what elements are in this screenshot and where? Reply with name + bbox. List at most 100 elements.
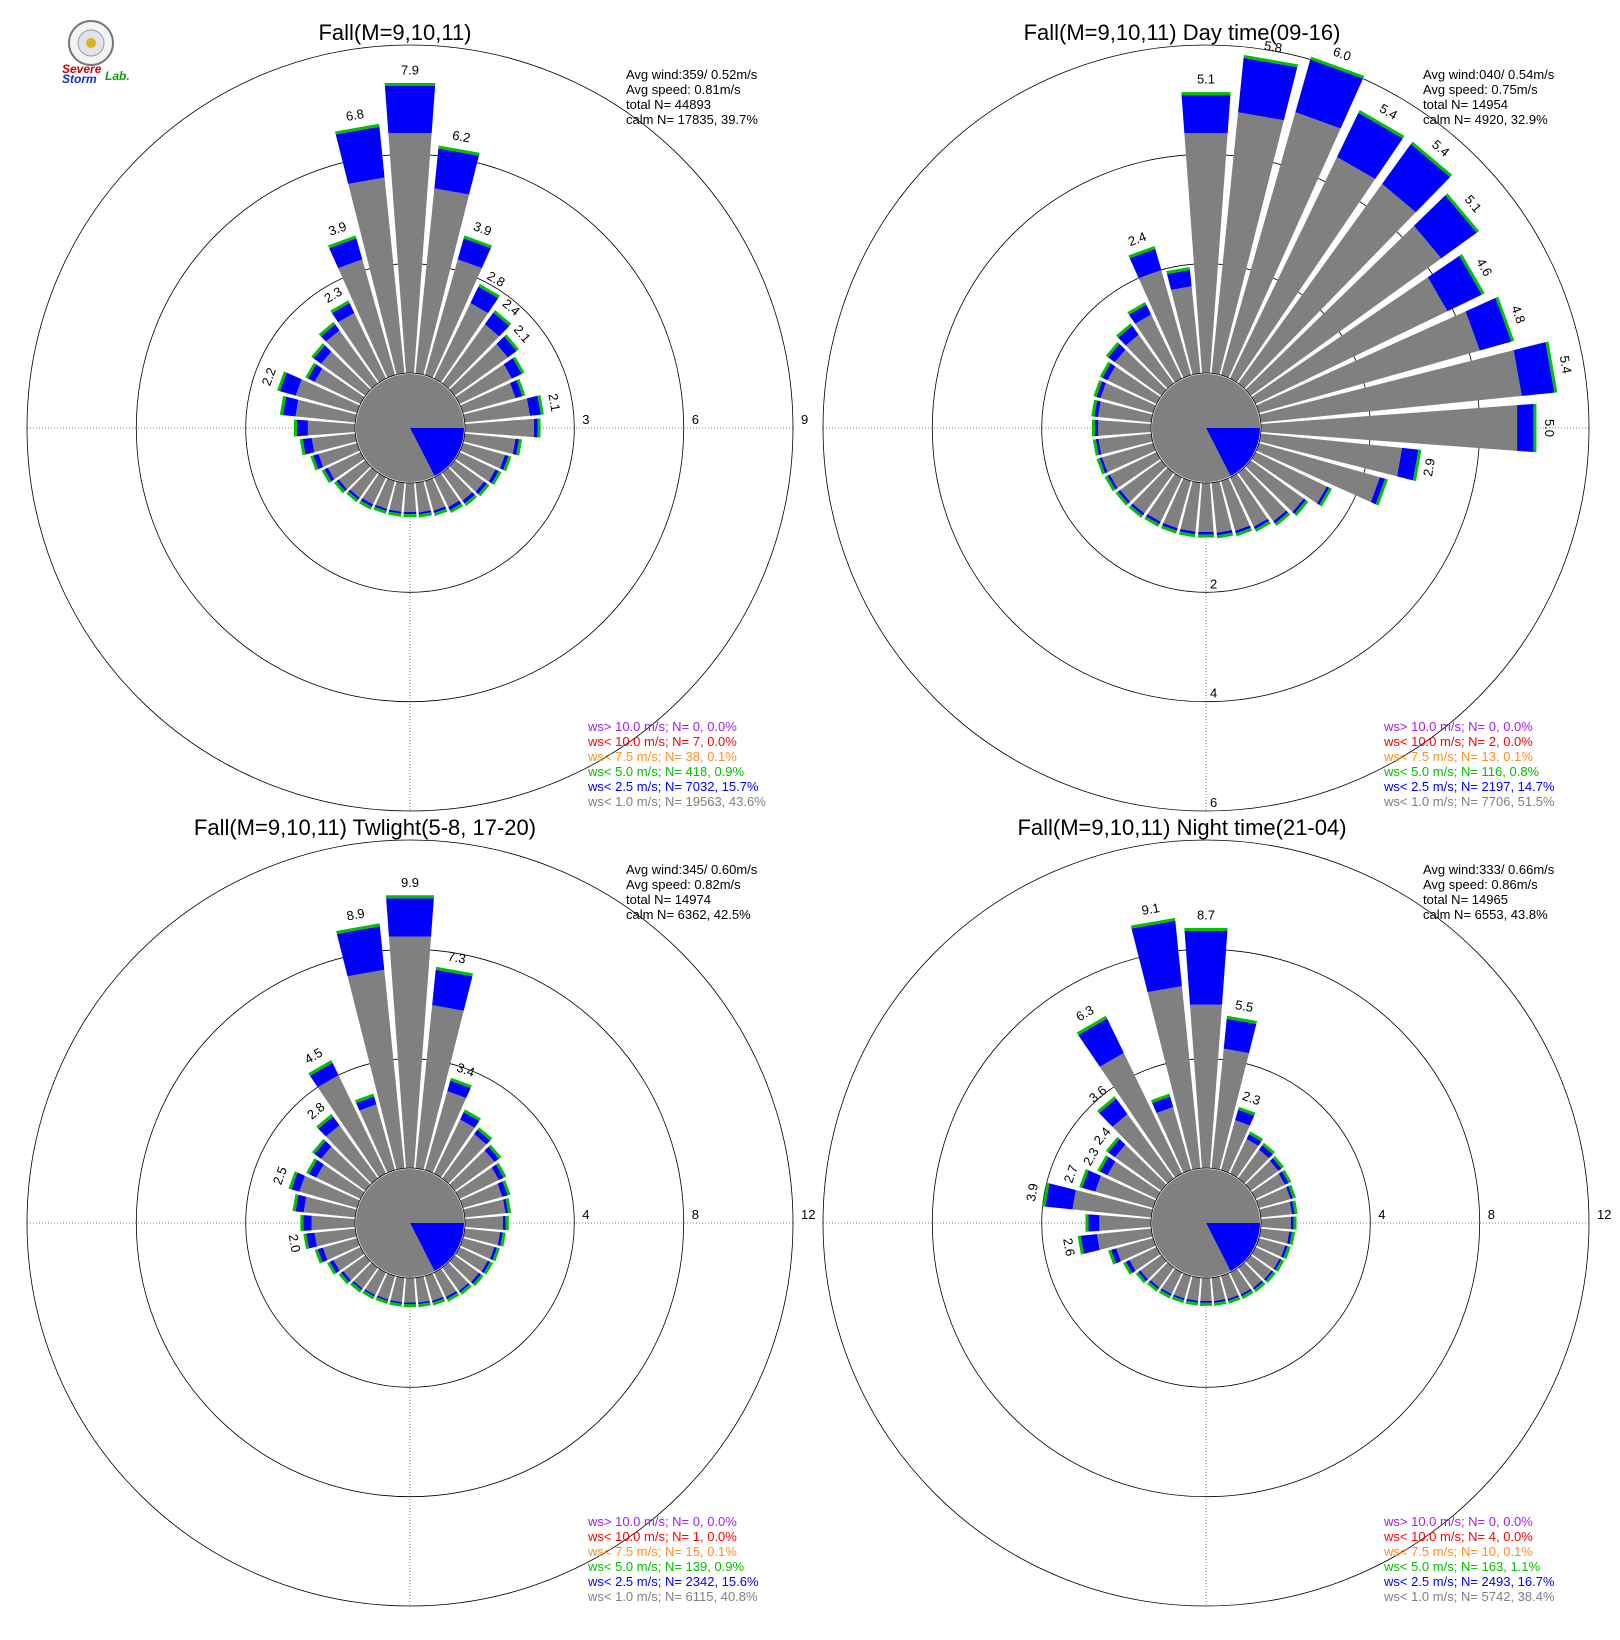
ring-tick-label: 9 [801, 412, 808, 427]
sector-bar-green [1289, 1231, 1295, 1245]
sector-bar-gray [316, 1164, 365, 1200]
sector-bar-gray [1098, 433, 1153, 455]
sector-bar-green [537, 418, 541, 438]
sector-bar-gray [1211, 112, 1284, 375]
legend-entry: ws< 7.5 m/s; N= 10, 0.1% [1383, 1544, 1533, 1559]
sector-bar-gray [1099, 1052, 1183, 1178]
sector-bar-gray [1259, 1201, 1292, 1218]
chart-title: Fall(M=9,10,11) Night time(21-04) [1017, 815, 1346, 840]
sector-bar-blue [1273, 510, 1289, 524]
sector-bar-green [1254, 520, 1271, 532]
sector-bar-blue [308, 1159, 324, 1178]
sector-bar-green [384, 83, 436, 87]
sector-bar-gray [322, 1237, 360, 1261]
sector-bar-green [1091, 399, 1098, 417]
sector-bar-gray [1140, 1255, 1167, 1280]
sector-value-label: 4.5 [302, 1045, 325, 1067]
sector-bar-gray [1107, 1161, 1161, 1200]
sector-bar-gray [1251, 451, 1327, 504]
calm-pie-slice-blue [1206, 1223, 1260, 1272]
sector-bar-gray [1220, 112, 1341, 378]
sector-bar-green [500, 1232, 506, 1247]
legend-entry: ws< 2.5 m/s; N= 2342, 15.6% [587, 1574, 759, 1589]
sector-bar-green [492, 1247, 500, 1262]
sector-bar-green [1185, 1300, 1198, 1306]
calm-pie-slice-blue [410, 428, 464, 477]
sector-bar-green [389, 1301, 402, 1307]
sector-bar-blue [1246, 1134, 1262, 1146]
sector-value-label: 2.9 [1420, 457, 1438, 477]
sector-bar-blue [1465, 297, 1512, 351]
sector-bar-blue [500, 454, 509, 470]
sector-bar-gray [1200, 1277, 1212, 1302]
sector-bar-green [418, 1302, 431, 1308]
sector-bar-gray [1211, 481, 1232, 533]
sector-bar-green [1199, 1302, 1213, 1306]
sector-bar-gray [1256, 311, 1480, 414]
sector-bar-green [1413, 449, 1422, 482]
ring-tick-label: 4 [582, 1207, 589, 1222]
sector-bar-blue [329, 1260, 340, 1274]
sector-bar-green [505, 1198, 512, 1214]
sector-bar-blue [1513, 342, 1555, 396]
sector-value-label: 6.3 [1073, 1002, 1096, 1024]
sector-bar-green [350, 1282, 362, 1293]
sector-bar-green [478, 483, 490, 497]
sector-bar-blue [320, 324, 340, 342]
sector-bar-green [336, 923, 380, 934]
sector-bar-green [318, 321, 336, 337]
sector-bar-gray [1251, 1173, 1286, 1200]
sector-bar-green [1294, 500, 1309, 517]
sector-bar-green [1272, 1155, 1285, 1169]
sector-bar-gray [449, 460, 485, 492]
sector-value-label: 8.7 [1197, 908, 1215, 923]
stats-line: total N= 14954 [1423, 97, 1508, 112]
sector-bar-gray [1229, 157, 1376, 383]
sector-value-label: 2.8 [484, 268, 507, 290]
sector-bar-green [1262, 1142, 1276, 1155]
sector-bar-blue [1517, 403, 1534, 453]
sector-bar-gray [1150, 1262, 1174, 1288]
sector-bar-gray [449, 343, 508, 396]
legend-entry: ws< 2.5 m/s; N= 2197, 14.7% [1383, 779, 1555, 794]
sector-bar-gray [1096, 1228, 1153, 1250]
sector-bar-gray [314, 368, 365, 405]
sector-value-label: 5.5 [1234, 997, 1254, 1015]
sector-value-label: 2.8 [304, 1099, 327, 1122]
sector-bar-blue [1269, 1157, 1282, 1171]
sector-bar-green [375, 1297, 388, 1305]
sector-bar-gray [464, 418, 534, 438]
sector-bar-green [463, 235, 493, 249]
sector-bar-gray [1098, 420, 1152, 436]
sector-value-label: 3.9 [326, 218, 348, 238]
sector-bar-green [1096, 1096, 1117, 1114]
sector-bar-gray [321, 1146, 371, 1191]
sector-bar-green [1283, 1246, 1291, 1260]
sector-value-label: 2.3 [1240, 1088, 1262, 1108]
sector-bar-blue [348, 489, 360, 500]
sector-bar-blue [1235, 525, 1251, 534]
sector-bar-green [434, 508, 448, 517]
sector-bar-gray [1256, 1237, 1286, 1257]
sector-bar-blue [418, 510, 432, 515]
sector-bar-green [1076, 1015, 1108, 1036]
sector-bar-blue [433, 506, 447, 514]
sector-bar-gray [353, 1262, 378, 1289]
sector-bar-gray [348, 177, 405, 375]
sector-bar-green [1123, 1261, 1133, 1275]
wind-rose-panel: Fall(M=9,10,11) Day time(09-16) 2 4 6 5.1 5.8… [822, 20, 1590, 812]
sector-bar-green [1105, 1136, 1120, 1153]
sector-bar-blue [1200, 1301, 1212, 1303]
stats-line: total N= 44893 [626, 97, 711, 112]
sector-bar-blue [356, 1096, 377, 1111]
sector-bar-gray [362, 473, 387, 505]
sector-bar-gray [388, 936, 432, 1169]
sector-bar-green [1310, 56, 1365, 79]
sector-bar-gray [1100, 383, 1156, 414]
sector-bar-gray [460, 383, 516, 414]
sector-bar-gray [1138, 269, 1192, 378]
sector-bar-green [418, 512, 433, 518]
calm-circle [354, 1167, 466, 1279]
sector-bar-green [362, 1290, 375, 1300]
sector-bar-blue [497, 1181, 508, 1197]
